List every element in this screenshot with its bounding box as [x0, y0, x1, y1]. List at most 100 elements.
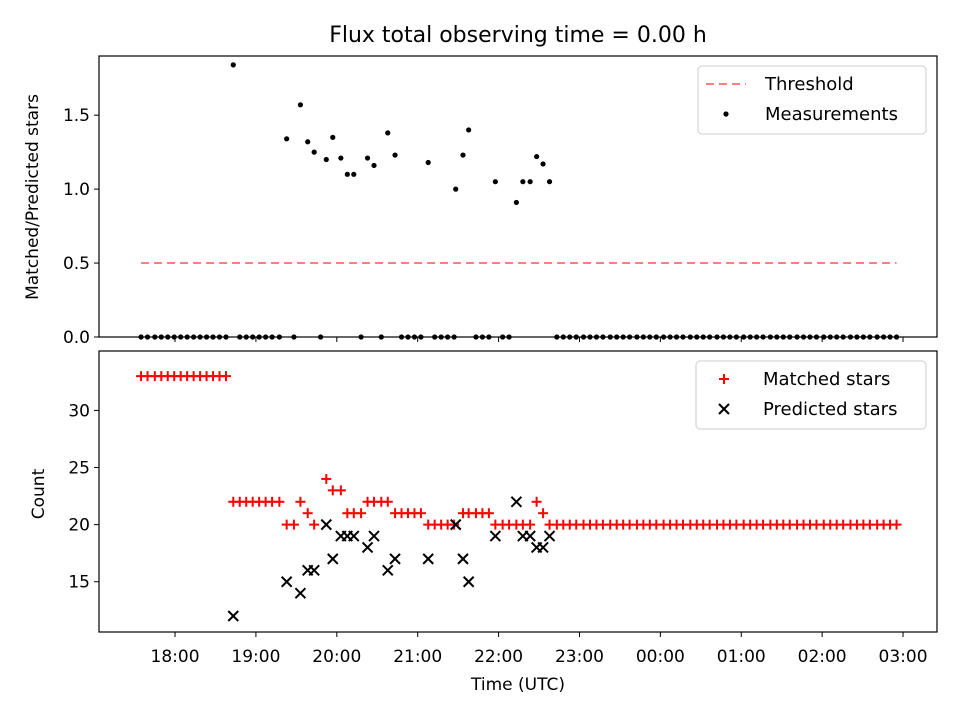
measurement-point	[351, 171, 357, 177]
y-tick-label: 30	[68, 401, 90, 421]
matched-star-point	[449, 519, 460, 530]
count-panel-frame	[98, 350, 938, 633]
predicted-star-point	[489, 530, 502, 542]
ratio-panel: 0.0 0.5 1.0 1.5 Matched/Predicted stars Thr…	[23, 55, 938, 348]
measurement-point	[385, 130, 391, 136]
matched-star-point	[220, 371, 231, 382]
predicted-star-point	[348, 530, 360, 542]
x-tick-label: 19:00	[231, 647, 280, 667]
chart-title: Flux total observing time = 0.00 h	[329, 23, 707, 48]
x-tick-label: 02:00	[798, 647, 847, 667]
y-tick-label: 0.0	[63, 328, 90, 348]
x-tick-label: 18:00	[151, 647, 200, 667]
count-panel: 15 20 25 30 18:00 19:00 20:00 21:00 22:00 23:00 0…	[29, 350, 938, 695]
predicted-star-point	[280, 576, 293, 588]
y-tick-label: 25	[68, 459, 90, 479]
predicted-star-point	[361, 541, 374, 554]
ratio-x-ticks	[174, 337, 904, 342]
measurement-point	[466, 127, 472, 133]
predicted-star-point	[368, 530, 380, 542]
count-y-label: Count	[29, 468, 49, 519]
matched-star-point	[891, 519, 902, 530]
y-tick-label: 15	[68, 573, 90, 593]
x-axis-label: Time (UTC)	[470, 675, 565, 695]
y-tick-label: 20	[68, 516, 90, 536]
matched-star-point	[415, 508, 426, 519]
y-tick-label: 1.5	[63, 106, 90, 126]
measurement-point	[330, 134, 336, 140]
x-tick-label: 22:00	[474, 647, 523, 667]
measurement-point	[344, 171, 350, 177]
measurement-point	[520, 179, 526, 185]
predicted-star-point	[327, 553, 339, 565]
measurement-point	[323, 156, 329, 163]
measurement-point	[284, 136, 290, 142]
predicted-star-point	[382, 564, 394, 577]
count-y-axis: 15 20 25 30	[68, 401, 99, 593]
measurement-point	[534, 153, 540, 160]
y-tick-label: 1.0	[63, 180, 90, 200]
legend-matched-swatch	[719, 374, 729, 384]
predicted-star-point	[422, 553, 434, 565]
x-tick-label: 01:00	[717, 647, 766, 667]
matched-star-point	[356, 508, 367, 519]
legend-box	[697, 65, 927, 135]
predicted-star-point	[450, 518, 462, 531]
x-tick-label: 00:00	[636, 647, 685, 667]
predicted-star-point	[457, 553, 469, 565]
measurement-point	[492, 179, 498, 185]
matched-star-point	[309, 519, 320, 530]
predicted-star-point	[294, 587, 307, 599]
measurement-point	[546, 179, 553, 185]
legend-label: Measurements	[765, 104, 898, 125]
measurement-point	[338, 155, 344, 161]
ratio-y-label: Matched/Predicted stars	[23, 94, 43, 300]
ratio-y-axis: 0.0 0.5 1.0 1.5	[63, 106, 99, 348]
measurement-point	[453, 186, 459, 192]
matched-star-point	[321, 473, 332, 484]
predicted-star-point	[389, 553, 401, 565]
measurement-point	[364, 155, 371, 161]
measurement-point	[513, 199, 519, 206]
matched-star-point	[483, 508, 494, 519]
predicted-star-point	[543, 530, 556, 542]
matched-star-point	[288, 519, 299, 530]
measurement-point	[297, 102, 304, 108]
ratio-legend: Threshold Measurements	[697, 65, 927, 135]
x-tick-label: 23:00	[555, 647, 604, 667]
measurement-point	[460, 152, 466, 158]
legend-label: Matched stars	[763, 369, 890, 390]
y-tick-label: 0.5	[63, 254, 90, 274]
matched-star-point	[531, 496, 542, 507]
legend-label: Predicted stars	[763, 399, 897, 420]
measurement-point	[305, 139, 311, 145]
predicted-star-point	[227, 610, 239, 622]
ratio-panel-frame	[98, 55, 938, 338]
measurement-point	[371, 162, 377, 169]
matched-star-point	[302, 508, 313, 519]
legend-label: Threshold	[764, 74, 854, 95]
measurement-point	[392, 152, 398, 158]
predicted-star-point	[537, 541, 549, 554]
legend-box	[695, 360, 927, 430]
measurement-point	[311, 149, 317, 155]
x-tick-label: 03:00	[879, 647, 928, 667]
x-tick-label: 20:00	[312, 647, 361, 667]
matched-star-point	[538, 508, 549, 519]
matched-star-point	[335, 485, 346, 496]
predicted-star-point	[462, 576, 475, 588]
matched-star-point	[382, 496, 393, 507]
legend-predicted-swatch	[718, 403, 730, 415]
matched-star-point	[525, 519, 536, 530]
matched-star-point	[274, 496, 285, 507]
matched-star-point	[295, 496, 306, 507]
measurement-point	[527, 179, 533, 185]
time-x-axis: 18:00 19:00 20:00 21:00 22:00 23:00 00:00 01:00…	[151, 632, 928, 667]
legend-measurement-swatch	[723, 111, 729, 117]
predicted-star-point	[510, 496, 523, 508]
measurement-point	[425, 159, 431, 166]
predicted-star-point	[320, 518, 333, 531]
predicted-star-point	[524, 530, 536, 542]
x-tick-label: 21:00	[393, 647, 442, 667]
